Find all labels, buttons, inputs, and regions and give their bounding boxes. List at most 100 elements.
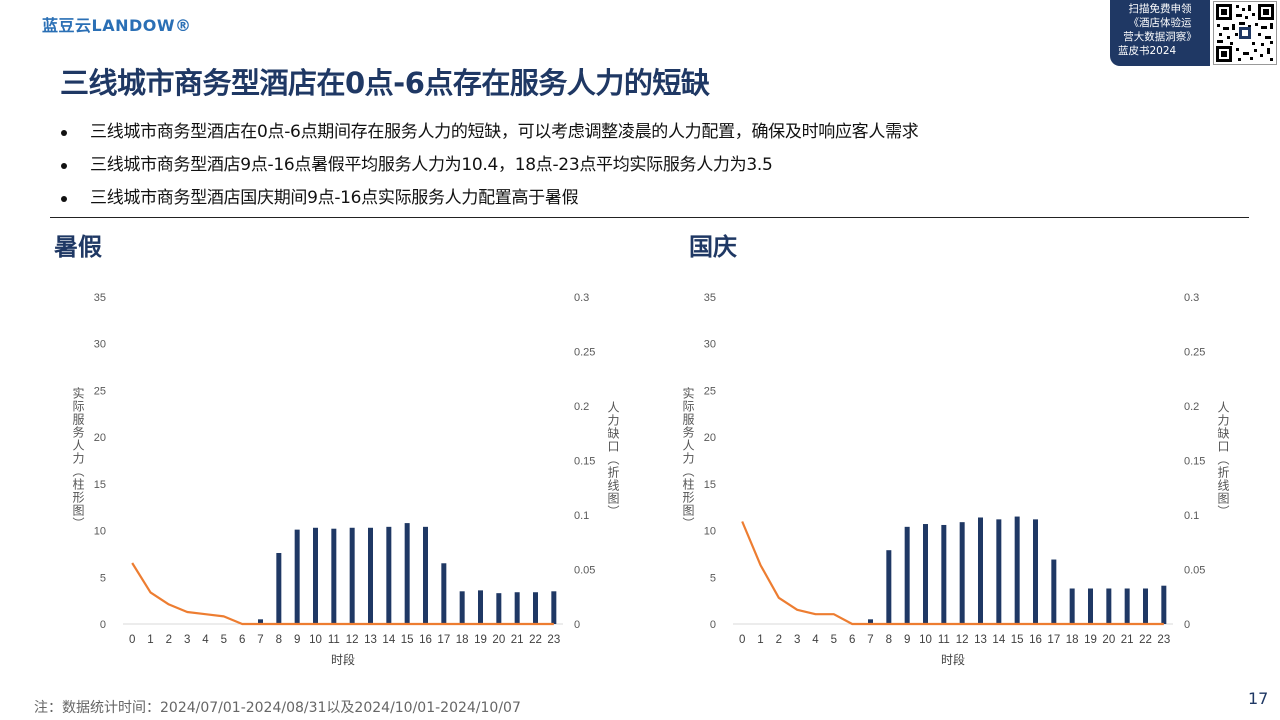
- y-tick-label-right: 0.3: [1184, 292, 1199, 304]
- y-tick-label-right: 0: [574, 619, 580, 631]
- x-tick-label: 16: [419, 634, 432, 646]
- x-tick-label: 7: [257, 634, 263, 646]
- x-axis-title: 时段: [331, 652, 355, 667]
- y-tick-label-left: 35: [94, 292, 106, 304]
- y-tick-label-right: 0.25: [574, 347, 595, 359]
- bar: [1143, 588, 1148, 624]
- promo-banner[interactable]: 扫描免费申领 《酒店体验运 营大数据洞察》 蓝皮书2024: [1110, 0, 1210, 66]
- x-tick-label: 0: [739, 634, 745, 646]
- bullet-list: 三线城市商务型酒店在0点-6点期间存在服务人力的短缺，可以考虑调整凌晨的人力配置…: [60, 118, 919, 217]
- page-title: 三线城市商务型酒店在0点-6点存在服务人力的短缺: [60, 66, 710, 100]
- y-axis-title-right: 人力缺口（折线图）: [606, 401, 620, 518]
- x-tick-label: 3: [794, 634, 800, 646]
- y-tick-label-left: 5: [710, 572, 716, 584]
- x-tick-label: 15: [401, 634, 414, 646]
- page-number: 17: [1248, 689, 1269, 708]
- brand-logo: 蓝豆云LANDOW®: [42, 16, 192, 35]
- qr-code-icon[interactable]: [1213, 1, 1277, 65]
- x-tick-label: 13: [974, 634, 987, 646]
- x-tick-label: 1: [147, 634, 153, 646]
- x-tick-label: 15: [1011, 634, 1024, 646]
- x-tick-label: 11: [328, 634, 340, 646]
- promo-line: 扫描免费申领: [1128, 3, 1192, 15]
- bullet-item: 三线城市商务型酒店在0点-6点期间存在服务人力的短缺，可以考虑调整凌晨的人力配置…: [60, 118, 919, 151]
- y-tick-label-right: 0.2: [1184, 401, 1199, 413]
- bar: [441, 563, 447, 624]
- x-tick-label: 1: [757, 634, 763, 646]
- chart-title-summer: 暑假: [54, 233, 102, 261]
- y-tick-label-right: 0.05: [574, 565, 595, 577]
- x-axis-title: 时段: [941, 652, 965, 667]
- y-tick-label-right: 0.25: [1184, 347, 1205, 359]
- x-tick-label: 2: [776, 634, 782, 646]
- bar: [978, 517, 983, 624]
- bar: [1033, 519, 1038, 624]
- bar: [1069, 588, 1075, 624]
- chart-title-national-day: 国庆: [689, 233, 737, 261]
- bar: [313, 527, 318, 624]
- bar: [349, 527, 355, 624]
- footnote: 注：数据统计时间：2024/07/01-2024/08/31以及2024/10/…: [34, 700, 521, 716]
- y-tick-label-left: 0: [710, 619, 716, 631]
- x-tick-label: 11: [938, 634, 950, 646]
- x-tick-label: 5: [831, 634, 837, 646]
- y-tick-label-left: 25: [704, 385, 716, 397]
- x-tick-label: 20: [1102, 634, 1115, 646]
- bar: [1051, 559, 1057, 624]
- bar: [551, 591, 557, 624]
- x-tick-label: 9: [904, 634, 910, 646]
- header-divider: [50, 217, 1249, 218]
- bar: [423, 526, 428, 624]
- y-tick-label-left: 20: [94, 432, 106, 444]
- x-tick-label: 22: [1139, 634, 1152, 646]
- x-tick-label: 6: [239, 634, 245, 646]
- x-tick-label: 21: [1121, 634, 1134, 646]
- bar: [868, 619, 873, 624]
- bullet-item: 三线城市商务型酒店9点-16点暑假平均服务人力为10.4，18点-23点平均实际…: [60, 151, 918, 184]
- promo-line: 营大数据洞察》: [1123, 31, 1197, 43]
- x-tick-label: 22: [529, 634, 542, 646]
- x-tick-label: 23: [1157, 634, 1170, 646]
- bar: [941, 524, 947, 624]
- bar: [923, 524, 928, 624]
- bar: [331, 528, 337, 624]
- y-tick-label-left: 30: [704, 339, 716, 351]
- promo-line: 蓝皮书2024: [1118, 45, 1177, 57]
- x-tick-label: 18: [1066, 634, 1079, 646]
- bar: [368, 527, 373, 624]
- bar: [514, 592, 520, 624]
- bar: [478, 590, 483, 624]
- x-tick-label: 19: [1084, 634, 1097, 646]
- x-tick-label: 13: [364, 634, 377, 646]
- x-tick-label: 7: [867, 634, 873, 646]
- y-tick-label-right: 0.15: [1184, 456, 1205, 468]
- bar: [276, 552, 282, 624]
- x-tick-label: 9: [294, 634, 300, 646]
- x-tick-label: 4: [812, 634, 819, 646]
- x-tick-label: 8: [276, 634, 282, 646]
- x-tick-label: 21: [511, 634, 524, 646]
- y-axis-title-left: 实际服务人力（柱形图）: [71, 387, 85, 530]
- y-axis-title-right: 人力缺口（折线图）: [1216, 401, 1230, 518]
- bar: [258, 619, 263, 624]
- bar: [386, 526, 392, 624]
- y-tick-label-left: 15: [94, 479, 106, 491]
- y-tick-label-left: 25: [94, 385, 106, 397]
- x-tick-label: 0: [129, 634, 135, 646]
- promo-line: 《酒店体验运: [1128, 17, 1192, 29]
- bar: [404, 523, 410, 624]
- x-tick-label: 2: [166, 634, 172, 646]
- x-tick-label: 12: [956, 634, 969, 646]
- y-tick-label-right: 0.3: [574, 292, 589, 304]
- bar: [294, 529, 300, 624]
- x-tick-label: 5: [221, 634, 227, 646]
- bar: [886, 550, 892, 624]
- x-tick-label: 18: [456, 634, 469, 646]
- bar: [1088, 588, 1093, 624]
- y-axis-title-left: 实际服务人力（柱形图）: [681, 387, 695, 530]
- y-tick-label-right: 0: [1184, 619, 1190, 631]
- x-tick-label: 10: [919, 634, 932, 646]
- x-tick-label: 14: [992, 634, 1005, 646]
